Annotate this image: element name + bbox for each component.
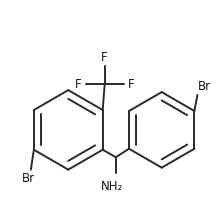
Text: F: F [75, 78, 82, 91]
Text: NH₂: NH₂ [101, 180, 123, 193]
Text: F: F [128, 78, 134, 91]
Text: F: F [101, 51, 108, 64]
Text: Br: Br [22, 172, 35, 185]
Text: Br: Br [198, 80, 211, 93]
